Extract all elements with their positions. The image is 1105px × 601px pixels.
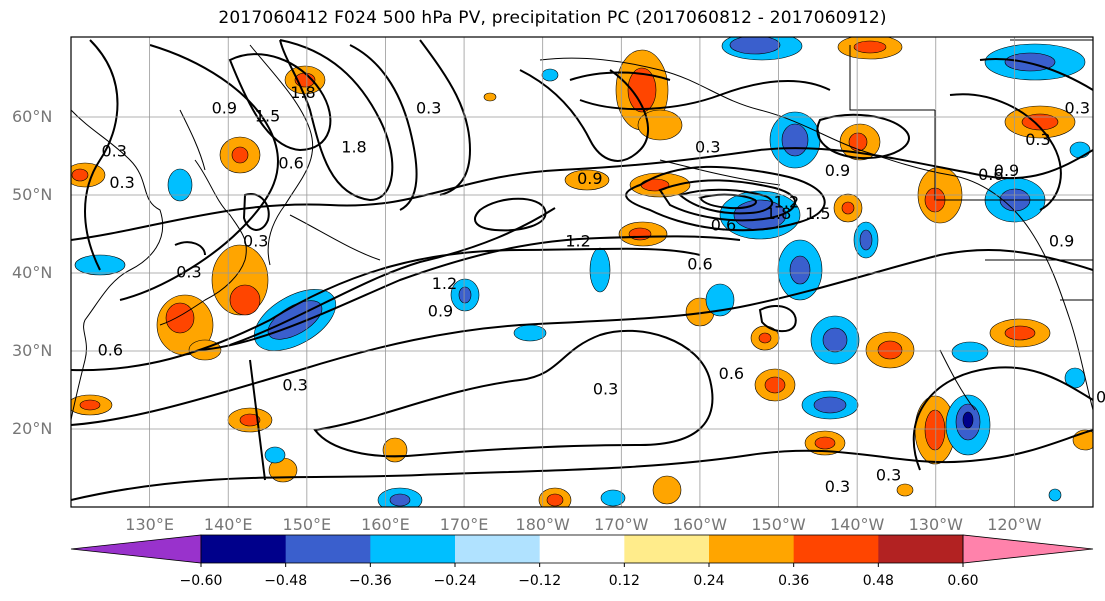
precip-shading [71, 37, 1093, 507]
colorbar-tick-label: 0.12 [608, 573, 640, 589]
colorbar-segment [709, 535, 795, 563]
colorbar-extend-min [70, 534, 202, 564]
contour-label: 0.3 [876, 465, 901, 484]
colorbar-segment [539, 535, 625, 563]
colorbar-tick-label: 0.36 [778, 573, 810, 589]
map-title: 2017060412 F024 500 hPa PV, precipitatio… [218, 8, 887, 28]
contour-label: 0.3 [1025, 130, 1050, 149]
contour-label: 0.3 [176, 263, 201, 282]
longitude-label: 120°W [987, 515, 1042, 534]
contour-labels: 1.8 0.9 1.5 0.3 1.8 0.3 0.6 0.3 0.9 1.2 0.3 0.3 1.2 0… [98, 83, 1105, 496]
contour-label: 0.9 [428, 302, 453, 321]
colorbar-tick-label: −0.36 [348, 573, 392, 589]
colorbar [70, 534, 1094, 567]
contour-label: 0.3 [825, 477, 850, 496]
contour-label: 0.6 [978, 165, 1003, 184]
colorbar-tick-label: −0.60 [179, 573, 223, 589]
latitude-label: 30°N [12, 341, 53, 360]
gridlines [71, 37, 1093, 507]
contour-label: 0.3 [243, 231, 268, 250]
longitude-label: 160°E [361, 515, 410, 534]
contour-label: 0.6 [98, 341, 123, 360]
contour-label: 1.2 [774, 192, 799, 211]
longitude-label: 170°E [439, 515, 489, 534]
latitude-label: 20°N [12, 419, 53, 438]
contour-label: 0.3 [109, 173, 134, 192]
colorbar-tick-label: 0.48 [862, 573, 894, 589]
longitude-label: 170°W [594, 515, 649, 534]
longitude-label: 150°E [282, 515, 332, 534]
longitude-label: 130°E [125, 515, 174, 534]
contour-label: 0.9 [825, 161, 850, 180]
contour-label: 1.8 [290, 83, 315, 102]
contour-label: 0.3 [1096, 387, 1105, 406]
contour-label: 0.9 [212, 99, 237, 118]
longitude-label: 150°W [751, 515, 806, 534]
latitude-label: 60°N [12, 107, 53, 126]
latitude-label: 40°N [12, 263, 53, 282]
contour-label: 1.8 [766, 204, 791, 223]
contour-label: 1.5 [255, 107, 280, 126]
contour-label: 0.6 [687, 255, 712, 274]
colorbar-outline [200, 534, 964, 564]
contour-label: 0.3 [695, 138, 720, 157]
contour-label: 0.3 [282, 376, 307, 395]
longitude-label: 180°W [515, 515, 570, 534]
colorbar-segment [624, 535, 710, 563]
colorbar-extend-max [962, 534, 1094, 564]
contour-label: 1.8 [341, 138, 366, 157]
map-frame [70, 36, 1094, 508]
colorbar-segment [793, 535, 879, 563]
colorbar-segment [201, 535, 287, 563]
colorbar-segment [878, 535, 964, 563]
longitude-label: 140°W [829, 515, 885, 534]
colorbar-tick-label: −0.24 [433, 573, 477, 589]
colorbar-tick-label: 0.60 [947, 573, 979, 589]
longitude-label: 140°E [203, 515, 253, 534]
latitude-label: 50°N [12, 185, 53, 204]
contour-label: 0.9 [994, 161, 1019, 180]
contour-label: 0.3 [593, 380, 618, 399]
contour-label: 1.5 [805, 204, 830, 223]
contour-label: 1.2 [432, 274, 457, 293]
contour-label: 0.3 [416, 99, 441, 118]
colorbar-tick-label: −0.48 [264, 573, 308, 589]
colorbar-segment [370, 535, 456, 563]
contour-label: 0.9 [577, 169, 602, 188]
contour-label: 0.6 [711, 216, 736, 235]
longitude-label: 160°W [672, 515, 728, 534]
colorbar-tick-label: −0.12 [518, 573, 562, 589]
contour-label: 0.3 [102, 142, 127, 161]
contour-label: 0.3 [1065, 99, 1090, 118]
colorbar-segment [455, 535, 541, 563]
coastlines [71, 39, 1093, 421]
longitude-label: 130°W [908, 515, 963, 534]
contour-label: 0.6 [278, 153, 303, 172]
colorbar-segment [285, 535, 371, 563]
contour-label: 0.9 [1049, 231, 1074, 250]
contour-label: 0.6 [719, 364, 744, 383]
contour-label: 1.2 [565, 231, 590, 250]
colorbar-tick-label: 0.24 [693, 573, 725, 589]
